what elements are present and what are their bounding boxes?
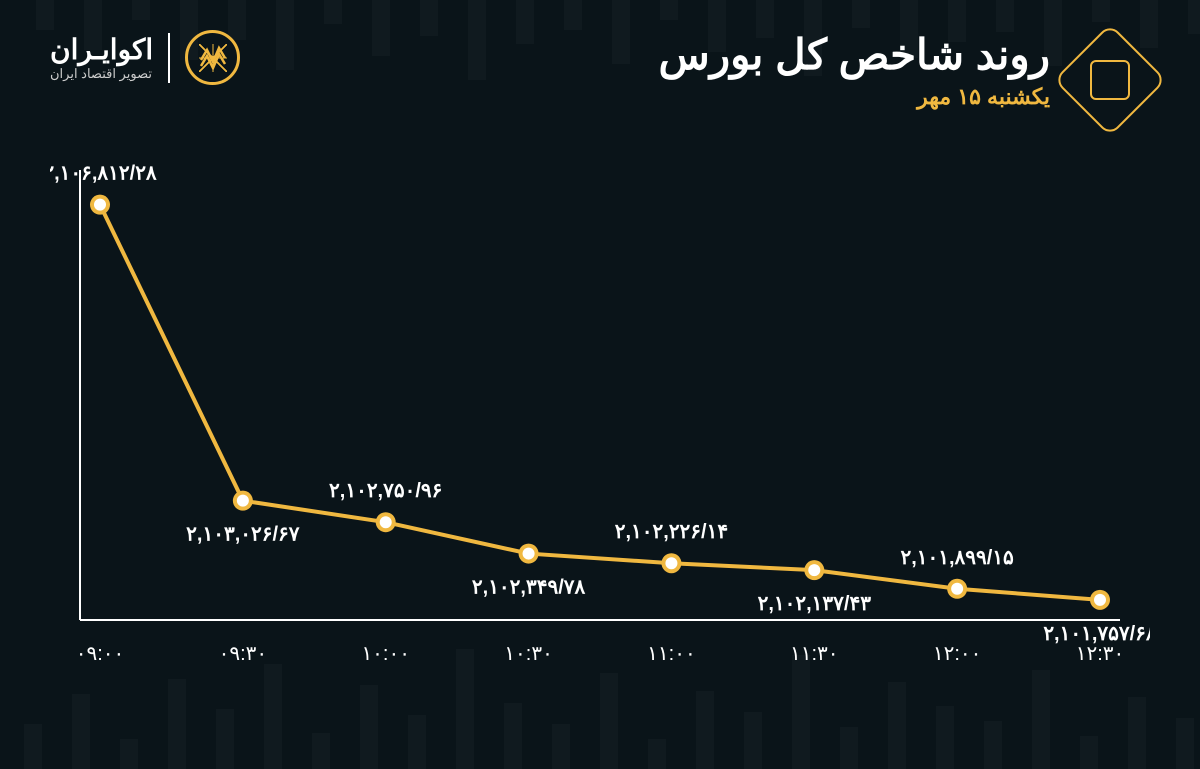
title-section: روند شاخص کل بورس یکشنبه ۱۵ مهر [659,30,1150,120]
x-axis-label: ۱۰:۰۰ [361,643,410,665]
brand-divider [168,33,170,83]
title-text: روند شاخص کل بورس یکشنبه ۱۵ مهر [659,30,1050,110]
chart-title: روند شاخص کل بورس [659,30,1050,79]
header: اکوایـران تصویر اقتصاد ایران روند شاخص ک… [0,0,1200,140]
brand-logo-icon [185,30,240,85]
data-label: ۲,۱۰۲,۱۳۷/۴۳ [758,593,872,615]
x-axis-label: ۱۲:۰۰ [933,643,982,665]
brand-subtitle: تصویر اقتصاد ایران [50,66,152,82]
chart-point-inner [380,516,392,528]
data-label: ۲,۱۰۱,۷۵۷/۶۸ [1043,623,1150,645]
chart-point-inner [94,199,106,211]
data-label: ۲,۱۰۱,۸۹۹/۱۵ [900,547,1014,569]
data-label: ۲,۱۰۲,۳۴۹/۷۸ [472,577,586,599]
chart-date: یکشنبه ۱۵ مهر [917,84,1050,110]
x-axis-label: ۰۹:۰۰ [76,643,125,665]
x-axis-label: ۱۰:۳۰ [504,643,553,665]
chart-point-inner [665,557,677,569]
brand-section: اکوایـران تصویر اقتصاد ایران [50,30,240,85]
x-axis-label: ۱۱:۰۰ [647,643,696,665]
x-axis-label: ۱۲:۳۰ [1076,643,1125,665]
data-label: ۲,۱۰۶,۸۱۲/۲۸ [50,163,157,185]
chart-area: ۲,۱۰۶,۸۱۲/۲۸ ۲,۱۰۳,۰۲۶/۶۷ ۲,۱۰۲,۷۵۰/۹۶ ۲,۱۰… [50,160,1150,700]
chart-point-inner [808,564,820,576]
x-axis-label: ۱۱:۳۰ [790,643,839,665]
chart-point-inner [523,548,535,560]
exchange-logo-icon [1053,23,1166,136]
data-label: ۲,۱۰۲,۲۲۶/۱۴ [615,521,728,543]
brand-name: اکوایـران [50,33,153,66]
line-chart: ۲,۱۰۶,۸۱۲/۲۸ ۲,۱۰۳,۰۲۶/۶۷ ۲,۱۰۲,۷۵۰/۹۶ ۲,۱۰… [50,160,1150,700]
chart-point-inner [1094,594,1106,606]
x-axis-label: ۰۹:۳۰ [219,643,268,665]
data-label: ۲,۱۰۲,۷۵۰/۹۶ [329,480,442,502]
brand-text: اکوایـران تصویر اقتصاد ایران [50,33,153,82]
chart-point-inner [951,583,963,595]
chart-point-inner [237,495,249,507]
data-label: ۲,۱۰۳,۰۲۶/۶۷ [186,524,300,546]
